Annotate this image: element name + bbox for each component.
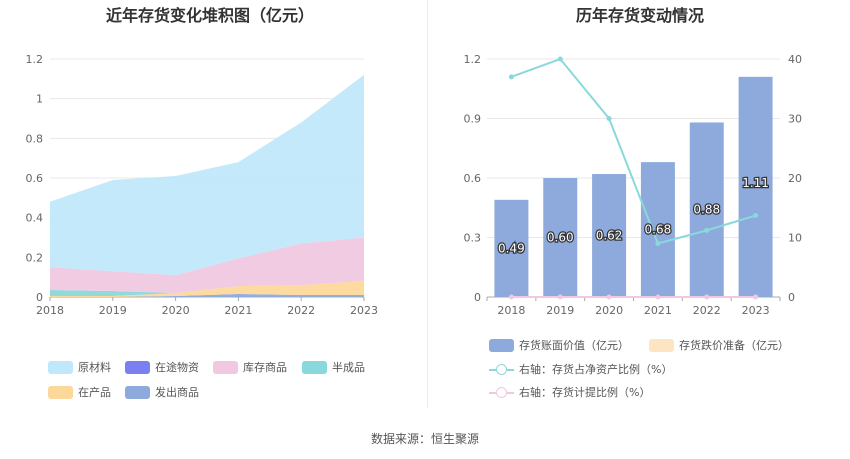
legend-item-ratio-net-assets[interactable]: 右轴：存货占净资产比例（%） [489,361,672,377]
x-tick-label: 2020 [162,304,190,317]
y-tick-label: 0.8 [26,132,44,145]
y2-tick-label: 0 [788,291,795,304]
legend-label: 半成品 [332,361,365,374]
legend-label: 在产品 [78,386,111,399]
line-point [508,74,514,80]
y2-tick-label: 40 [788,53,802,66]
y-tick-label: 1.2 [464,53,482,66]
bar [494,199,529,297]
x-tick-label: 2023 [742,304,770,317]
legend-item-provision-ratio[interactable]: 右轴：存货计提比例（%） [489,384,650,400]
bar [592,174,627,297]
y-tick-label: 0.6 [26,172,44,185]
area-series [50,74,364,276]
legend-item-book-value[interactable]: 存货账面价值（亿元） [489,337,629,353]
line-point [704,227,710,233]
legend-item-semi-finished[interactable]: 半成品 [302,359,365,375]
right-bar-line-chart: 0 0.3 0.6 0.9 1.2 0 10 20 30 40 2018 2019 2020 2021 20… [464,53,803,317]
line-point [557,56,563,62]
y2-tick-label: 10 [788,232,802,245]
bar-value-label: 1.11 [742,176,769,190]
legend-item-wip[interactable]: 在产品 [48,384,111,400]
y-tick-label: 0.2 [26,251,44,264]
bar [543,178,578,297]
x-tick-label: 2023 [350,304,378,317]
bar-value-label: 0.60 [547,231,574,245]
legend-line-symbol [489,386,514,399]
line-point [606,116,612,121]
line-point [655,240,661,246]
legend-line-symbol [489,363,514,376]
legend-label: 原材料 [78,361,111,374]
area-series [50,294,364,297]
y2-tick-label: 30 [788,113,802,126]
y-tick-label: 0 [36,291,43,304]
y2-tick-label: 20 [788,172,802,185]
bar [640,162,675,297]
legend-label: 存货账面价值（亿元） [519,339,629,352]
legend-item-shipped-goods[interactable]: 发出商品 [125,384,199,400]
line-point [508,294,514,300]
y-tick-label: 0 [474,291,481,304]
legend-item-in-transit[interactable]: 在途物资 [125,359,199,375]
legend-label: 右轴：存货占净资产比例（%） [519,363,673,376]
bar-value-label: 0.62 [596,229,623,243]
bar [738,76,773,297]
x-tick-label: 2022 [287,304,315,317]
legend-swatch [489,338,514,352]
y-tick-label: 1 [36,93,43,106]
line-point [753,294,759,300]
legend-swatch [48,385,73,399]
x-tick-label: 2022 [693,304,721,317]
line-point [753,212,759,218]
x-tick-label: 2018 [36,304,64,317]
legend-label: 在途物资 [155,361,199,374]
area-series [50,237,364,294]
x-tick-label: 2021 [644,304,672,317]
ratio-line [511,57,756,245]
left-stacked-area-chart: 0 0.2 0.4 0.6 0.8 1 1.2 2018 2019 2020 2021 2022 202… [26,53,379,317]
legend-label: 发出商品 [155,386,199,399]
legend-item-raw-materials[interactable]: 原材料 [48,359,111,375]
area-series [50,281,364,297]
data-source: 数据来源：恒生聚源 [370,432,479,446]
x-tick-label: 2019 [99,304,127,317]
legend-swatch [125,385,150,399]
line-point [557,294,563,300]
legend-label: 库存商品 [243,361,287,374]
bar-value-label: 0.88 [693,203,720,217]
x-tick-label: 2020 [595,304,623,317]
legend-swatch [213,360,238,374]
x-tick-label: 2021 [224,304,252,317]
panel-divider [427,0,428,408]
area-series [50,281,364,297]
line-point [655,294,661,300]
x-tick-label: 2019 [546,304,574,317]
legend-item-stock-goods[interactable]: 库存商品 [213,359,287,375]
bar-value-label: 0.68 [645,223,672,237]
legend-swatch [302,360,327,374]
line-point [606,294,612,300]
y-tick-label: 0.6 [464,172,482,185]
y-tick-label: 0.4 [26,212,44,225]
legend-label: 右轴：存货计提比例（%） [519,386,651,399]
y-tick-label: 1.2 [26,53,44,66]
legend-swatch [125,360,150,374]
bar [689,122,724,297]
left-chart-title: 近年存货变化堆积图（亿元） [105,6,314,25]
legend-swatch [48,360,73,374]
legend-swatch [649,338,674,352]
x-tick-label: 2018 [497,304,525,317]
bar-value-label: 0.49 [498,241,525,255]
line-point [704,294,710,300]
legend-item-impairment[interactable]: 存货跌价准备（亿元） [649,337,789,353]
right-chart-title: 历年存货变动情况 [575,6,704,25]
legend-label: 存货跌价准备（亿元） [679,339,789,352]
y-tick-label: 0.9 [464,113,482,126]
y-tick-label: 0.3 [464,232,482,245]
